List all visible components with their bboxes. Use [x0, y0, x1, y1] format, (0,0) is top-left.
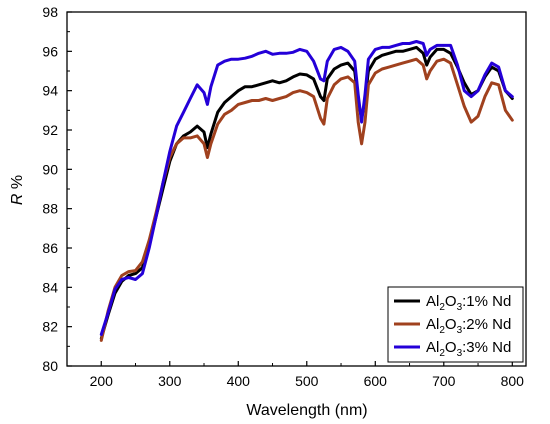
- y-axis-title-symbol: R: [9, 193, 26, 205]
- x-tick-label: 500: [295, 373, 319, 389]
- legend-label-part: Al: [426, 293, 439, 310]
- y-axis-title-unit: %: [9, 175, 26, 194]
- legend-label-subscript: 2: [439, 348, 445, 359]
- legend-label-3: Al2O3:3% Nd: [426, 339, 511, 359]
- legend-label-1: Al2O3:1% Nd: [426, 293, 511, 313]
- y-tick-label: 88: [42, 201, 58, 217]
- y-tick-label: 86: [42, 240, 58, 256]
- legend-label-part: Al: [426, 316, 439, 333]
- legend-label-part: O: [445, 293, 457, 310]
- y-axis-title: R %: [9, 175, 26, 205]
- x-tick-label: 300: [158, 373, 182, 389]
- x-axis-title: Wavelength (nm): [246, 402, 367, 419]
- legend-label-2: Al2O3:2% Nd: [426, 316, 511, 336]
- legend-label-subscript: 2: [439, 302, 445, 313]
- x-tick-label: 600: [364, 373, 388, 389]
- x-tick-label: 700: [432, 373, 456, 389]
- legend-label-subscript: 2: [439, 325, 445, 336]
- y-tick-label: 92: [42, 122, 58, 138]
- y-tick-label: 96: [42, 43, 58, 59]
- y-tick-label: 90: [42, 161, 58, 177]
- legend-label-part: Al: [426, 339, 439, 356]
- x-tick-label: 200: [90, 373, 114, 389]
- legend-label-part: :2% Nd: [462, 316, 511, 333]
- y-axis-ticks: 80 82 84 86 88 90 92 94 96 98: [42, 4, 72, 374]
- y-tick-label: 80: [42, 358, 58, 374]
- legend-label-part: :1% Nd: [462, 293, 511, 310]
- legend-label-part: O: [445, 316, 457, 333]
- legend-label-subscript: 3: [457, 348, 463, 359]
- legend-label-part: :3% Nd: [462, 339, 511, 356]
- x-axis-ticks: 200 300 400 500 600 700 800: [66, 361, 525, 389]
- legend-label-part: O: [445, 339, 457, 356]
- y-tick-label: 94: [42, 83, 58, 99]
- y-tick-label: 84: [42, 279, 58, 295]
- legend-label-subscript: 3: [457, 325, 463, 336]
- series-line-3: [99, 40, 514, 336]
- x-tick-label: 800: [501, 373, 525, 389]
- x-tick-label: 400: [227, 373, 251, 389]
- y-tick-label: 98: [42, 4, 58, 20]
- y-tick-label: 82: [42, 319, 58, 335]
- series-line-2: [99, 57, 514, 342]
- legend-label-subscript: 3: [457, 302, 463, 313]
